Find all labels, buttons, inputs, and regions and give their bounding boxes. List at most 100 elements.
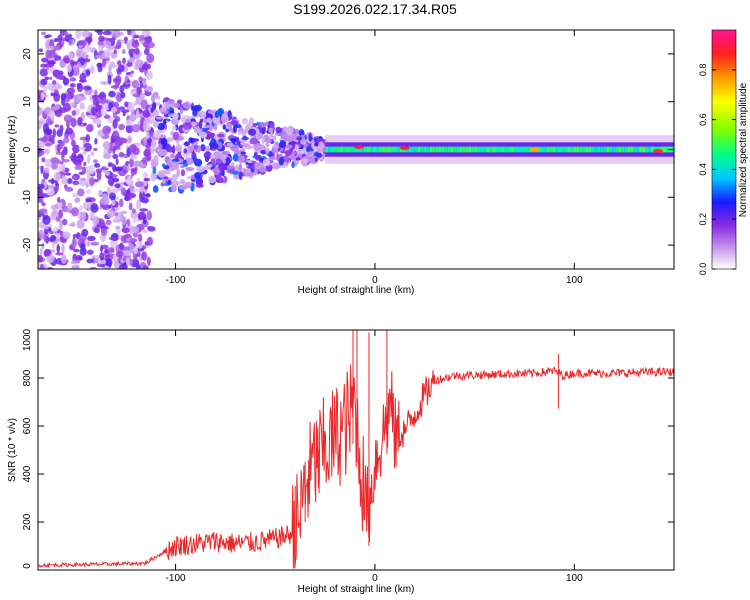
spectrogram-cell xyxy=(111,130,120,141)
spectrogram-core xyxy=(510,146,514,153)
spectrogram-cell xyxy=(180,169,186,177)
spectrogram-cell xyxy=(93,254,101,259)
spectrogram-cell xyxy=(130,168,138,173)
spectrogram-cell xyxy=(46,83,53,91)
spectrogram-cell xyxy=(271,144,279,150)
spectrogram-cell xyxy=(93,147,98,152)
spectrogram-core xyxy=(414,146,418,153)
spectrogram-cell xyxy=(229,137,237,142)
spectrogram-core xyxy=(378,146,382,153)
spectrogram-core xyxy=(573,146,577,153)
spectrogram-region xyxy=(149,91,328,194)
spectrogram-cell xyxy=(115,158,119,165)
spectrogram-cell xyxy=(130,210,139,220)
spectrogram-core xyxy=(651,146,655,153)
spectrogram-core xyxy=(591,146,595,153)
snr-y-tick-label: 800 xyxy=(22,369,33,386)
spectrogram-core xyxy=(366,146,370,153)
spectrogram-cell xyxy=(61,159,70,163)
colorbar-tick-label: 0.8 xyxy=(698,64,708,77)
spectrogram-cell xyxy=(61,219,68,225)
spectrogram-core xyxy=(519,146,523,153)
spectrogram-cell xyxy=(53,38,59,43)
spectrogram-core xyxy=(576,146,580,153)
snr-x-tick-label: -100 xyxy=(166,573,186,584)
spectrogram-cell xyxy=(43,148,50,155)
spectrogram-cell xyxy=(100,244,104,253)
spectrogram-cell xyxy=(189,121,198,127)
spectrogram-cell xyxy=(133,101,138,106)
spectrogram-cell xyxy=(129,157,134,168)
spectrogram-core xyxy=(558,146,562,153)
spectrogram-cell xyxy=(55,252,64,256)
spectrogram-cell xyxy=(166,146,175,153)
spectrogram-core xyxy=(504,146,508,153)
spectrogram-x-tick-label: 100 xyxy=(566,275,583,286)
spectrogram-cell xyxy=(176,168,180,177)
spectrogram-cell xyxy=(127,192,137,199)
spectrogram-core xyxy=(483,146,487,153)
spectrogram-cell xyxy=(75,48,84,58)
spectrogram-cell xyxy=(210,157,216,166)
snr-y-tick-label: 600 xyxy=(22,417,33,434)
spectrogram-cell xyxy=(301,158,308,165)
spectrogram-cell xyxy=(113,166,122,172)
spectrogram-cell xyxy=(237,155,246,164)
spectrogram-cell xyxy=(275,126,282,134)
spectrogram-cell xyxy=(130,173,135,177)
spectrogram-cell xyxy=(67,202,73,211)
spectrogram-core xyxy=(552,146,556,153)
spectrogram-cell xyxy=(40,31,47,36)
spectrogram-cell xyxy=(68,33,73,39)
spectrogram-cell xyxy=(59,60,66,68)
spectrogram-cell xyxy=(261,136,266,145)
spectrogram-cell xyxy=(122,111,126,117)
spectrogram-cell xyxy=(85,198,92,203)
spectrogram-cell xyxy=(115,250,124,258)
spectrogram-cell xyxy=(238,162,243,172)
spectrogram-core xyxy=(507,146,511,153)
spectrogram-cell xyxy=(38,254,43,263)
spectrogram-core xyxy=(346,146,350,153)
spectrogram-cell xyxy=(131,258,140,268)
spectrogram-cell xyxy=(40,91,45,100)
spectrogram-cell xyxy=(71,139,76,147)
spectrogram-core xyxy=(492,146,496,153)
spectrogram-core xyxy=(384,146,388,153)
spectrogram-cell xyxy=(195,183,204,188)
spectrogram-core xyxy=(627,146,631,153)
spectrogram-cell xyxy=(107,74,112,85)
spectrogram-core xyxy=(582,146,586,153)
spectrogram-cell xyxy=(117,64,125,73)
spectrogram-cell xyxy=(74,61,78,65)
spectrogram-cell xyxy=(43,233,47,242)
spectrogram-cell xyxy=(291,161,295,169)
spectrogram-cell xyxy=(170,185,177,193)
spectrogram-cell xyxy=(278,141,287,148)
spectrogram-cell xyxy=(70,260,77,265)
spectrogram-cell xyxy=(71,192,79,198)
spectrogram-cell xyxy=(81,166,86,175)
spectrogram-core xyxy=(334,146,338,153)
spectrogram-cell xyxy=(38,137,47,142)
spectrogram-cell xyxy=(131,208,136,214)
spectrogram-cell xyxy=(38,191,44,198)
spectrogram-core xyxy=(513,146,517,153)
spectrogram-cell xyxy=(226,142,234,148)
spectrogram-cell xyxy=(150,146,155,155)
spectrogram-cell xyxy=(58,209,63,219)
spectrogram-cell xyxy=(74,165,83,171)
spectrogram-cell xyxy=(80,243,86,252)
spectrogram-cell xyxy=(118,169,127,177)
spectrogram-cell xyxy=(78,44,84,48)
spectrogram-cell xyxy=(39,248,43,255)
spectrogram-cell xyxy=(143,48,150,56)
spectrogram-cell xyxy=(132,217,139,224)
spectrogram-cell xyxy=(235,164,239,168)
spectrogram-cell xyxy=(169,153,176,159)
spectrogram-cell xyxy=(63,57,71,64)
spectrogram-cell xyxy=(179,178,186,185)
spectrogram-core xyxy=(624,146,628,153)
spectrogram-cell xyxy=(72,180,80,186)
